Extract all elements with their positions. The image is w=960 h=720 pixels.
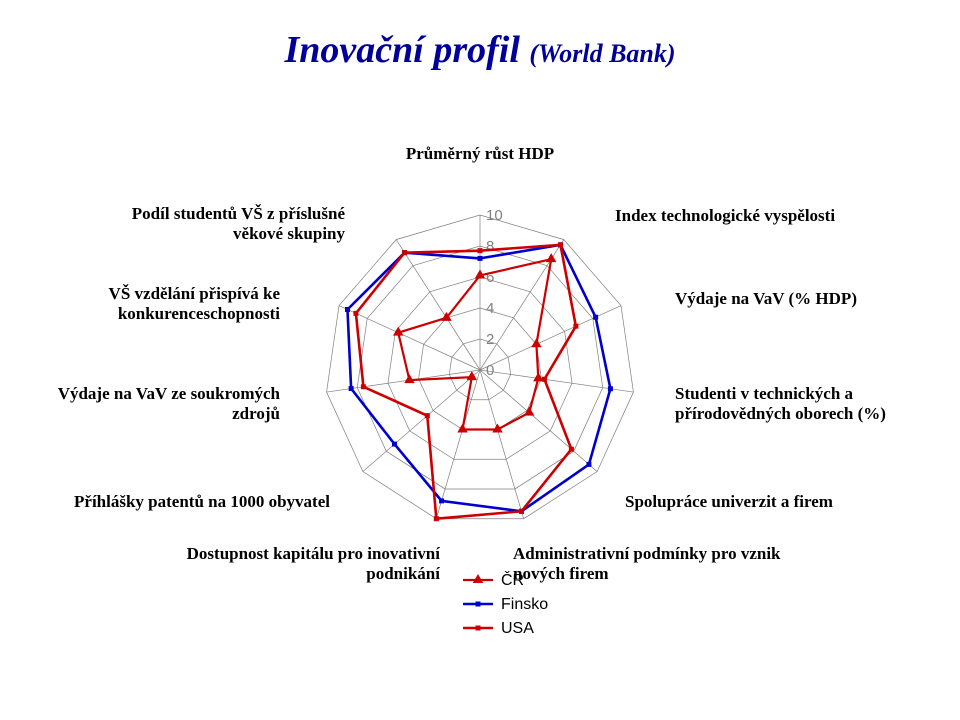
- marker: [558, 242, 563, 247]
- marker: [402, 250, 407, 255]
- marker: [573, 324, 578, 329]
- radar-chart: 0246810Průměrný růst HDPIndex technologi…: [55, 100, 905, 660]
- axis-label: Index technologické vyspělosti: [615, 206, 875, 226]
- marker: [546, 253, 556, 262]
- series-ČR: [398, 259, 551, 429]
- marker: [586, 462, 591, 467]
- tick-label: 8: [486, 238, 494, 255]
- axis-label: VŠ vzdělání přispívá ke konkurenceschopn…: [60, 284, 280, 323]
- marker: [467, 371, 477, 380]
- marker: [361, 384, 366, 389]
- marker: [608, 386, 613, 391]
- radar-svg: 0246810Průměrný růst HDPIndex technologi…: [55, 100, 905, 660]
- marker: [425, 413, 430, 418]
- legend-label: Finsko: [501, 596, 548, 613]
- axis-label: Spolupráce univerzit a firem: [625, 492, 885, 512]
- legend-label: ČR: [501, 570, 524, 589]
- axis-label: Výdaje na VaV (% HDP): [675, 289, 895, 309]
- marker: [569, 447, 574, 452]
- page: Inovační profil (World Bank) 0246810Prům…: [0, 0, 960, 720]
- marker: [349, 386, 354, 391]
- marker: [434, 516, 439, 521]
- marker: [478, 256, 483, 261]
- title-sub: (World Bank): [529, 39, 675, 68]
- tick-label: 4: [486, 300, 494, 317]
- marker: [439, 498, 444, 503]
- axis-label: Výdaje na VaV ze soukromých zdrojů: [55, 384, 280, 423]
- marker: [457, 423, 467, 432]
- tick-label: 0: [486, 362, 494, 379]
- marker: [392, 442, 397, 447]
- marker: [345, 307, 350, 312]
- axis-label: Podíl studentů VŠ z příslušné věkové sku…: [85, 204, 345, 243]
- marker: [353, 311, 358, 316]
- tick-label: 2: [486, 331, 494, 348]
- title-main: Inovační profil: [284, 29, 529, 71]
- marker: [478, 248, 483, 253]
- legend-marker: [476, 602, 481, 607]
- page-title: Inovační profil (World Bank): [0, 28, 960, 72]
- marker: [519, 509, 524, 514]
- axis-label: Průměrný růst HDP: [370, 144, 590, 164]
- legend-label: USA: [501, 620, 534, 637]
- legend-marker: [476, 626, 481, 631]
- tick-label: 10: [486, 207, 503, 224]
- marker: [593, 315, 598, 320]
- axis-label: Studenti v technických a přírodovědných …: [675, 384, 905, 423]
- marker: [404, 374, 414, 383]
- axis-label: Administrativní podmínky pro vznik novýc…: [513, 544, 813, 583]
- axis-label: Příhlášky patentů na 1000 obyvatel: [55, 492, 330, 512]
- legend-marker: [473, 574, 483, 583]
- marker: [542, 377, 547, 382]
